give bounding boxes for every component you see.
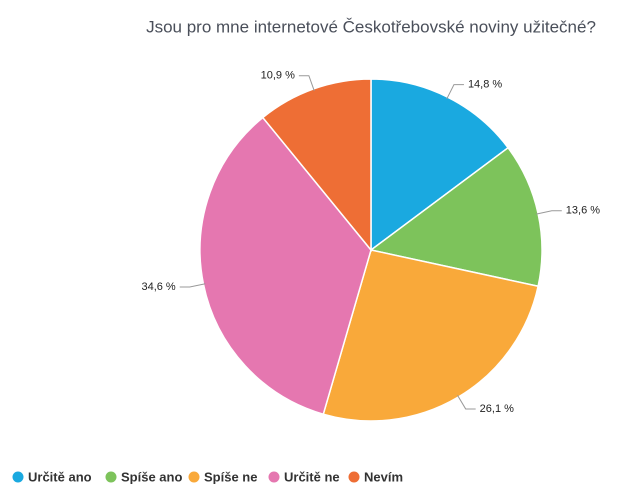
legend-marker: [188, 471, 200, 483]
legend-label: Nevím: [364, 469, 403, 484]
legend-label: Spíše ne: [204, 469, 257, 484]
chart-title: Jsou pro mne internetové Českotřebovské …: [146, 17, 596, 36]
data-label: 14,8 %: [468, 79, 502, 91]
legend-label: Určitě ne: [284, 469, 340, 484]
legend-label: Určitě ano: [28, 469, 92, 484]
data-label: 34,6 %: [141, 281, 175, 293]
leader-line: [536, 210, 562, 215]
leader-line: [457, 394, 476, 410]
data-label: 13,6 %: [566, 205, 600, 217]
legend-marker: [268, 471, 280, 483]
legend-marker: [12, 471, 24, 483]
data-label: 26,1 %: [480, 403, 514, 415]
data-label: 10,9 %: [261, 70, 295, 82]
leader-line: [446, 84, 464, 100]
leader-line: [179, 283, 206, 288]
legend-marker: [348, 471, 360, 483]
legend-marker: [105, 471, 117, 483]
legend-label: Spíše ano: [121, 469, 182, 484]
leader-line: [298, 75, 315, 91]
